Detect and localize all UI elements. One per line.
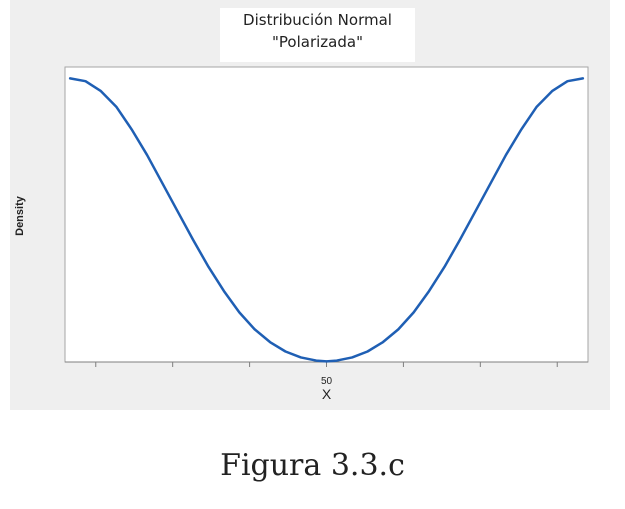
plot-area: 50X: [64, 66, 589, 402]
x-tick-label: 50: [321, 376, 333, 387]
chart-title-line-1: Distribución Normal: [243, 11, 392, 29]
plot-frame: [64, 66, 589, 363]
density-curve: [68, 77, 585, 363]
x-axis-label: X: [322, 386, 332, 402]
chart-title-line-2: "Polarizada": [272, 33, 363, 51]
figure-caption: Figura 3.3.c: [220, 448, 405, 483]
chart-title: Distribución Normal "Polarizada": [220, 8, 415, 62]
